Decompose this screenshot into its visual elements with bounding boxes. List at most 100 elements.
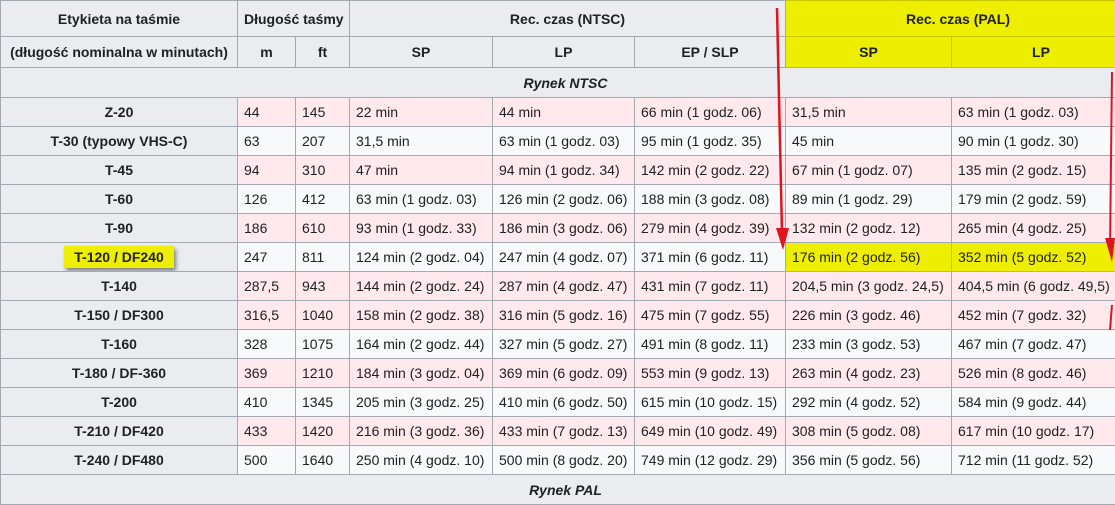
tape-label-cell: T-200 <box>1 388 238 417</box>
cell-ntsc-ep: 142 min (2 godz. 22) <box>635 156 786 185</box>
cell-ntsc-lp: 44 min <box>493 98 635 127</box>
cell-ntsc-ep: 615 min (10 godz. 15) <box>635 388 786 417</box>
cell-ft: 1075 <box>296 330 350 359</box>
tape-label: T-240 / DF480 <box>74 452 164 468</box>
cell-pal-lp: 135 min (2 godz. 15) <box>952 156 1115 185</box>
tape-label: T-180 / DF-360 <box>72 365 166 381</box>
cell-ft: 811 <box>296 243 350 272</box>
cell-pal-sp: 176 min (2 godz. 56) <box>786 243 952 272</box>
cell-pal-sp: 132 min (2 godz. 12) <box>786 214 952 243</box>
cell-ntsc-lp: 500 min (8 godz. 20) <box>493 446 635 475</box>
cell-ntsc-lp: 63 min (1 godz. 03) <box>493 127 635 156</box>
header-ntsc: Rec. czas (NTSC) <box>350 1 786 37</box>
cell-ntsc-ep: 66 min (1 godz. 06) <box>635 98 786 127</box>
header-pal-lp: LP <box>952 37 1115 68</box>
cell-ft: 1210 <box>296 359 350 388</box>
cell-m: 287,5 <box>238 272 296 301</box>
header-ft: ft <box>296 37 350 68</box>
cell-m: 500 <box>238 446 296 475</box>
cell-m: 316,5 <box>238 301 296 330</box>
header-label-sub: (długość nominalna w minutach) <box>1 37 238 68</box>
tape-label-cell: T-30 (typowy VHS-C) <box>1 127 238 156</box>
cell-ntsc-lp: 316 min (5 godz. 16) <box>493 301 635 330</box>
tape-label-cell: T-90 <box>1 214 238 243</box>
cell-ft: 1040 <box>296 301 350 330</box>
cell-ntsc-lp: 186 min (3 godz. 06) <box>493 214 635 243</box>
tape-label-cell: T-150 / DF300 <box>1 301 238 330</box>
cell-ntsc-sp: 63 min (1 godz. 03) <box>350 185 493 214</box>
section-pal-label: Rynek PAL <box>529 482 602 498</box>
cell-pal-lp: 179 min (2 godz. 59) <box>952 185 1115 214</box>
cell-ntsc-lp: 247 min (4 godz. 07) <box>493 243 635 272</box>
tape-label: T-210 / DF420 <box>74 423 164 439</box>
tape-label-cell: T-240 / DF480 <box>1 446 238 475</box>
cell-m: 247 <box>238 243 296 272</box>
cell-pal-lp: 404,5 min (6 godz. 49,5) <box>952 272 1115 301</box>
cell-ntsc-lp: 369 min (6 godz. 09) <box>493 359 635 388</box>
cell-ntsc-ep: 475 min (7 godz. 55) <box>635 301 786 330</box>
cell-pal-sp: 31,5 min <box>786 98 952 127</box>
header-pal: Rec. czas (PAL) <box>786 1 1115 37</box>
cell-m: 126 <box>238 185 296 214</box>
cell-ntsc-sp: 31,5 min <box>350 127 493 156</box>
tape-label: T-160 <box>101 336 137 352</box>
cell-pal-lp: 712 min (11 godz. 52) <box>952 446 1115 475</box>
cell-ntsc-sp: 164 min (2 godz. 44) <box>350 330 493 359</box>
cell-m: 410 <box>238 388 296 417</box>
cell-m: 369 <box>238 359 296 388</box>
cell-ntsc-lp: 433 min (7 godz. 13) <box>493 417 635 446</box>
cell-pal-sp: 89 min (1 godz. 29) <box>786 185 952 214</box>
section-ntsc: Rynek NTSC <box>1 68 1115 98</box>
cell-ft: 310 <box>296 156 350 185</box>
header-pal-sp: SP <box>786 37 952 68</box>
cell-ft: 1345 <box>296 388 350 417</box>
cell-pal-sp: 226 min (3 godz. 46) <box>786 301 952 330</box>
cell-ntsc-sp: 184 min (3 godz. 04) <box>350 359 493 388</box>
section-pal: Rynek PAL <box>1 475 1115 505</box>
cell-pal-lp: 63 min (1 godz. 03) <box>952 98 1115 127</box>
cell-ntsc-ep: 188 min (3 godz. 08) <box>635 185 786 214</box>
header-ntsc-ep: EP / SLP <box>635 37 786 68</box>
header-ntsc-sp: SP <box>350 37 493 68</box>
cell-pal-lp: 265 min (4 godz. 25) <box>952 214 1115 243</box>
header-m: m <box>238 37 296 68</box>
cell-pal-sp: 292 min (4 godz. 52) <box>786 388 952 417</box>
cell-pal-sp: 233 min (3 godz. 53) <box>786 330 952 359</box>
tape-label: T-90 <box>105 220 133 236</box>
cell-m: 328 <box>238 330 296 359</box>
tape-label: T-200 <box>101 394 137 410</box>
cell-ntsc-ep: 95 min (1 godz. 35) <box>635 127 786 156</box>
cell-ntsc-sp: 250 min (4 godz. 10) <box>350 446 493 475</box>
section-ntsc-label: Rynek NTSC <box>523 75 607 91</box>
tape-label-cell: T-160 <box>1 330 238 359</box>
tape-label: Z-20 <box>105 104 134 120</box>
cell-ntsc-lp: 126 min (2 godz. 06) <box>493 185 635 214</box>
cell-ntsc-ep: 553 min (9 godz. 13) <box>635 359 786 388</box>
cell-pal-lp: 352 min (5 godz. 52) <box>952 243 1115 272</box>
cell-ntsc-ep: 749 min (12 godz. 29) <box>635 446 786 475</box>
cell-m: 433 <box>238 417 296 446</box>
cell-pal-sp: 356 min (5 godz. 56) <box>786 446 952 475</box>
header-ntsc-lp: LP <box>493 37 635 68</box>
cell-ntsc-sp: 124 min (2 godz. 04) <box>350 243 493 272</box>
tape-label: T-45 <box>105 162 133 178</box>
cell-ntsc-sp: 144 min (2 godz. 24) <box>350 272 493 301</box>
cell-ft: 207 <box>296 127 350 156</box>
cell-pal-sp: 45 min <box>786 127 952 156</box>
cell-ntsc-sp: 216 min (3 godz. 36) <box>350 417 493 446</box>
tape-label-cell: T-45 <box>1 156 238 185</box>
cell-ntsc-ep: 279 min (4 godz. 39) <box>635 214 786 243</box>
cell-ntsc-ep: 431 min (7 godz. 11) <box>635 272 786 301</box>
tape-label-cell: T-120 / DF240 <box>1 243 238 272</box>
cell-pal-sp: 67 min (1 godz. 07) <box>786 156 952 185</box>
